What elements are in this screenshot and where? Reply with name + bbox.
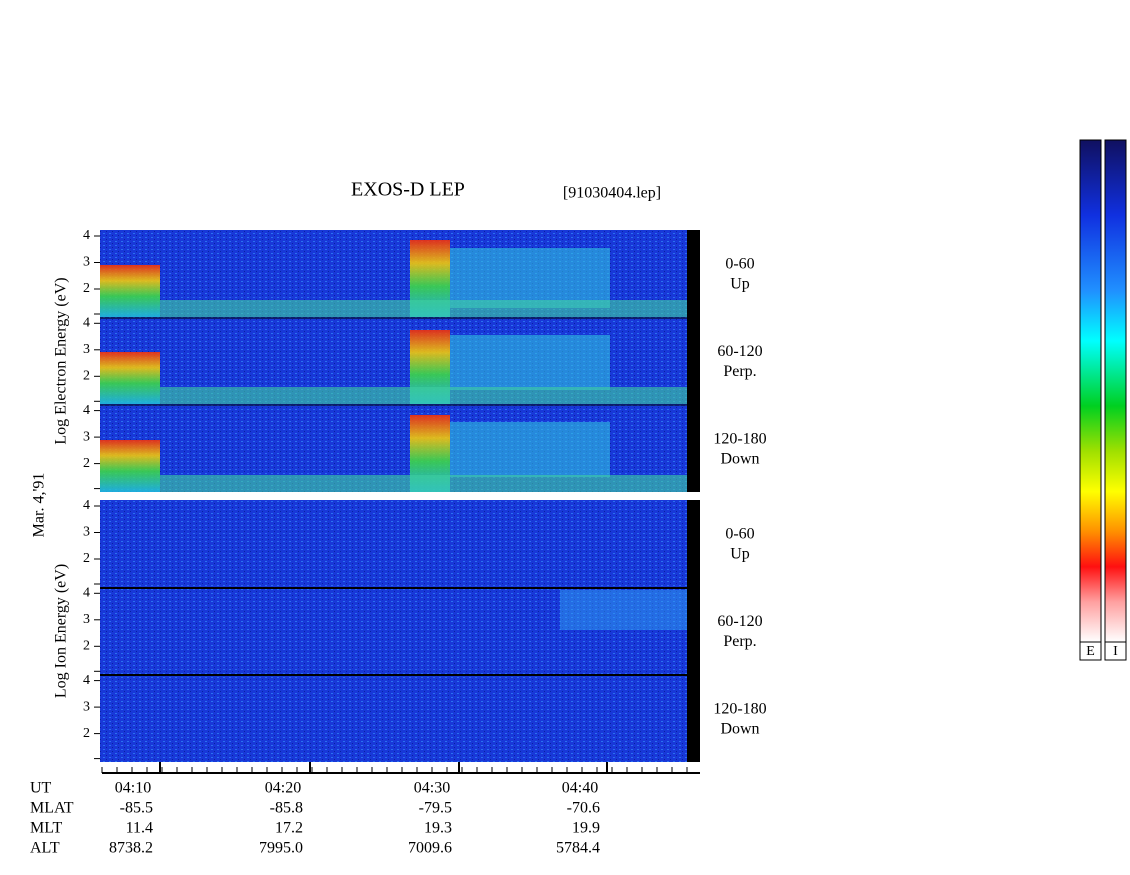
panel bbox=[100, 500, 687, 762]
pitch-range: 0-60 bbox=[725, 526, 754, 543]
time-label: 04:10 bbox=[115, 780, 151, 797]
colorbars bbox=[1079, 139, 1127, 661]
pitch-range: 120-180 bbox=[713, 700, 766, 717]
ephemeris-value: 7995.0 bbox=[259, 840, 303, 857]
axis-label: Log Ion Energy (eV) bbox=[53, 564, 70, 698]
colorbar-label: E bbox=[1086, 644, 1095, 659]
energy-tick-label: 4 bbox=[83, 498, 90, 513]
pitch-range: 60-120 bbox=[717, 613, 762, 630]
pitch-range: 0-60 bbox=[725, 256, 754, 273]
time-label: 04:40 bbox=[562, 780, 598, 797]
pitch-direction: Up bbox=[730, 276, 750, 293]
row-label: UT bbox=[30, 780, 52, 797]
ephemeris-value: 5784.4 bbox=[556, 840, 600, 857]
ephemeris-value: -70.6 bbox=[567, 800, 600, 817]
pitch-direction: Down bbox=[720, 450, 759, 467]
energy-tick-label: 3 bbox=[83, 255, 90, 270]
energy-tick-label: 3 bbox=[83, 612, 90, 627]
title: EXOS-D LEP bbox=[351, 179, 465, 201]
ephemeris-value: 19.3 bbox=[424, 820, 452, 837]
energy-tick-label: 2 bbox=[83, 639, 90, 654]
axis-label: Log Electron Energy (eV) bbox=[53, 277, 70, 444]
energy-tick-label: 2 bbox=[83, 456, 90, 471]
energy-tick-label: 3 bbox=[83, 342, 90, 357]
row-label: ALT bbox=[30, 840, 60, 857]
energy-tick-label: 4 bbox=[83, 228, 90, 243]
pitch-direction: Up bbox=[730, 546, 750, 563]
pitch-direction: Perp. bbox=[723, 633, 756, 650]
time-label: 04:30 bbox=[414, 780, 450, 797]
energy-tick-label: 2 bbox=[83, 369, 90, 384]
ephemeris-value: 19.9 bbox=[572, 820, 600, 837]
ephemeris-value: 11.4 bbox=[126, 820, 153, 837]
energy-tick-label: 2 bbox=[83, 281, 90, 296]
energy-tick-label: 4 bbox=[83, 316, 90, 331]
pitch-range: 60-120 bbox=[717, 343, 762, 360]
ephemeris-value: 17.2 bbox=[275, 820, 303, 837]
energy-tick-label: 2 bbox=[83, 726, 90, 741]
energy-tick-label: 3 bbox=[83, 699, 90, 714]
file-name: [91030404.lep] bbox=[563, 185, 661, 202]
colorbar-label: I bbox=[1113, 644, 1118, 659]
ephemeris-value: -85.8 bbox=[270, 800, 303, 817]
ion-spectrograms bbox=[100, 500, 700, 762]
energy-tick-label: 4 bbox=[83, 403, 90, 418]
date: Mar. 4,'91 bbox=[31, 473, 48, 538]
ephemeris-value: -85.5 bbox=[120, 800, 153, 817]
energy-tick-label: 2 bbox=[83, 551, 90, 566]
ephemeris-value: 7009.6 bbox=[408, 840, 452, 857]
ephemeris-value: 8738.2 bbox=[109, 840, 153, 857]
ephemeris-value: -79.5 bbox=[419, 800, 452, 817]
energy-tick-label: 3 bbox=[83, 525, 90, 540]
energy-tick-label: 3 bbox=[83, 429, 90, 444]
row-label: MLT bbox=[30, 820, 63, 837]
energy-tick-label: 4 bbox=[83, 673, 90, 688]
time-label: 04:20 bbox=[265, 780, 301, 797]
pitch-direction: Perp. bbox=[723, 363, 756, 380]
electron-features bbox=[100, 240, 687, 492]
pitch-direction: Down bbox=[720, 720, 759, 737]
pitch-range: 120-180 bbox=[713, 430, 766, 447]
energy-tick-label: 4 bbox=[83, 586, 90, 601]
electron-spectrograms bbox=[100, 230, 700, 492]
row-label: MLAT bbox=[30, 800, 74, 817]
